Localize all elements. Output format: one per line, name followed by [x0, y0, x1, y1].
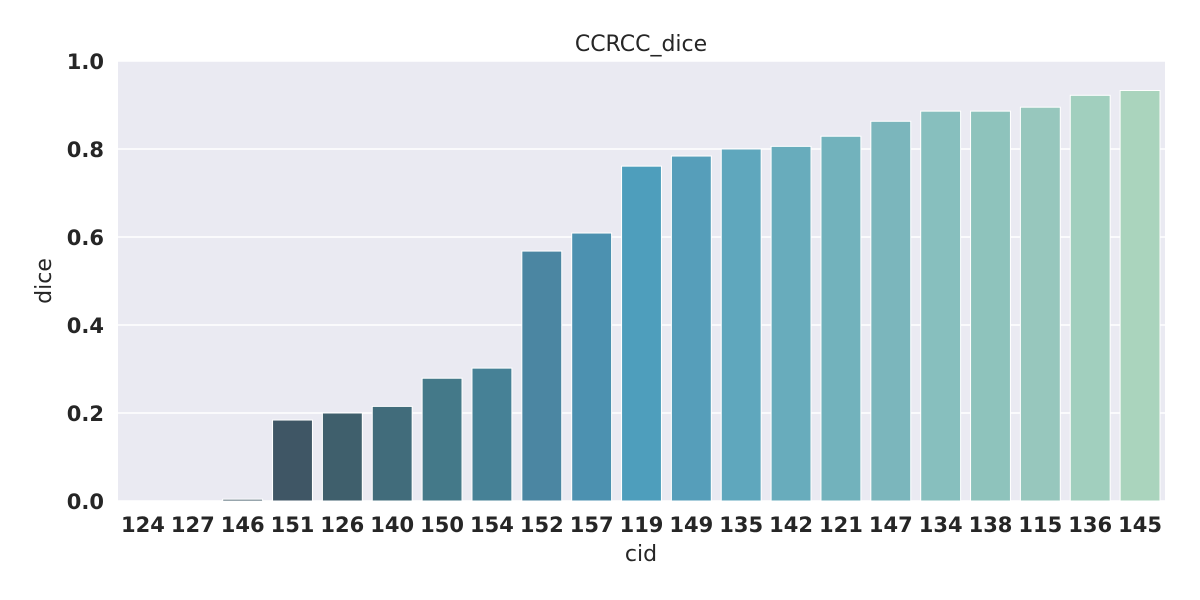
x-tick-label: 138 — [969, 513, 1013, 537]
bar-121 — [820, 135, 862, 502]
x-tick-label: 134 — [919, 513, 963, 537]
x-tick-label: 135 — [719, 513, 763, 537]
x-tick-label: 152 — [520, 513, 564, 537]
x-tick-label: 124 — [121, 513, 165, 537]
bar-119 — [621, 165, 662, 502]
bar-152 — [521, 250, 563, 502]
bar-151 — [272, 419, 313, 502]
x-tick-label: 115 — [1018, 513, 1062, 537]
y-tick-label: 0.0 — [67, 490, 104, 514]
x-tick-label: 157 — [570, 513, 614, 537]
bar-135 — [720, 148, 762, 502]
x-tick-label: 149 — [669, 513, 713, 537]
x-axis-label: cid — [625, 542, 657, 567]
x-tick-label: 121 — [819, 513, 863, 537]
bar-145 — [1119, 89, 1161, 502]
x-tick-labels: 124 127 146 151 126 140 150 154 152 157 119 149 135 1… — [121, 513, 1162, 537]
x-tick-label: 151 — [271, 513, 315, 537]
x-tick-label: 147 — [869, 513, 913, 537]
y-tick-label: 0.8 — [67, 138, 104, 162]
bar-154 — [471, 367, 513, 502]
bar-157 — [571, 232, 613, 502]
chart-title: CCRCC_dice — [575, 32, 707, 57]
y-tick-label: 1.0 — [67, 50, 104, 74]
bar-138 — [970, 110, 1011, 502]
x-tick-label: 142 — [769, 513, 813, 537]
y-axis-label: dice — [32, 258, 57, 304]
bar-150 — [421, 377, 463, 502]
bar-142 — [770, 145, 812, 502]
y-tick-label: 0.6 — [67, 226, 104, 250]
x-tick-label: 119 — [620, 513, 664, 537]
y-tick-labels: 0.0 0.2 0.4 0.6 0.8 1.0 — [67, 50, 104, 514]
bar-147 — [870, 120, 912, 502]
y-tick-label: 0.2 — [67, 402, 104, 426]
x-tick-label: 150 — [420, 513, 464, 537]
x-tick-label: 145 — [1118, 513, 1162, 537]
bar-136 — [1069, 94, 1111, 502]
x-tick-label: 127 — [171, 513, 215, 537]
x-tick-label: 146 — [221, 513, 265, 537]
bar-140 — [371, 405, 413, 502]
x-tick-label: 126 — [320, 513, 364, 537]
x-tick-label: 136 — [1068, 513, 1112, 537]
bar-134 — [920, 110, 962, 502]
bar-126 — [321, 412, 363, 502]
y-tick-label: 0.4 — [67, 314, 104, 338]
bars — [222, 89, 1161, 502]
bar-149 — [670, 155, 712, 502]
bar-146 — [222, 498, 264, 502]
bar-115 — [1019, 106, 1061, 502]
x-tick-label: 154 — [470, 513, 514, 537]
x-tick-label: 140 — [370, 513, 414, 537]
